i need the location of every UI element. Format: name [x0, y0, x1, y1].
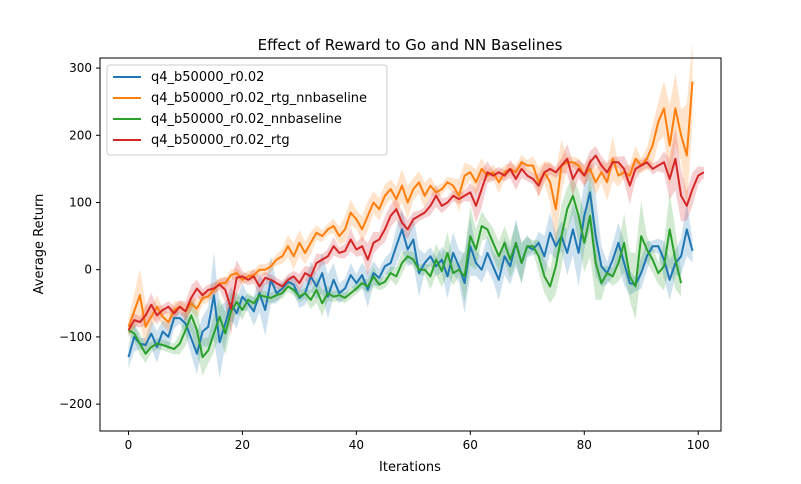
x-tick-label: 60 — [463, 438, 478, 452]
legend: q4_b50000_r0.02 q4_b50000_r0.02_rtg_nnbas… — [106, 64, 388, 156]
x-tick-label: 80 — [577, 438, 592, 452]
x-axis: 0 20 40 60 80 100 — [125, 431, 710, 452]
series-band-0 — [128, 155, 693, 379]
x-tick-label: 100 — [687, 438, 710, 452]
x-tick-label: 40 — [349, 438, 364, 452]
y-axis: −200 −100 0 100 200 300 — [59, 61, 100, 411]
legend-entry: q4_b50000_r0.02_rtg_nnbaseline — [151, 91, 367, 106]
series-line-0 — [127, 191, 694, 358]
y-tick-label: 100 — [69, 195, 92, 209]
x-axis-label: Iterations — [379, 460, 441, 475]
series-line-2 — [127, 194, 683, 359]
y-axis-label: Average Return — [32, 194, 47, 295]
series-lines — [127, 81, 705, 359]
legend-entry: q4_b50000_r0.02_rtg — [151, 133, 290, 148]
series-line-3 — [127, 154, 705, 331]
y-tick-label: −100 — [59, 330, 92, 344]
y-tick-label: −200 — [59, 397, 92, 411]
series-line-1 — [127, 81, 694, 328]
legend-entry: q4_b50000_r0.02 — [151, 70, 264, 85]
x-tick-label: 20 — [235, 438, 250, 452]
y-tick-label: 0 — [84, 263, 92, 277]
x-tick-label: 0 — [125, 438, 133, 452]
y-tick-label: 300 — [69, 61, 92, 75]
chart-title: Effect of Reward to Go and NN Baselines — [258, 36, 563, 54]
legend-box — [106, 64, 388, 156]
legend-entry: q4_b50000_r0.02_nnbaseline — [151, 112, 342, 127]
plot-frame — [99, 57, 722, 432]
y-tick-label: 200 — [69, 128, 92, 142]
